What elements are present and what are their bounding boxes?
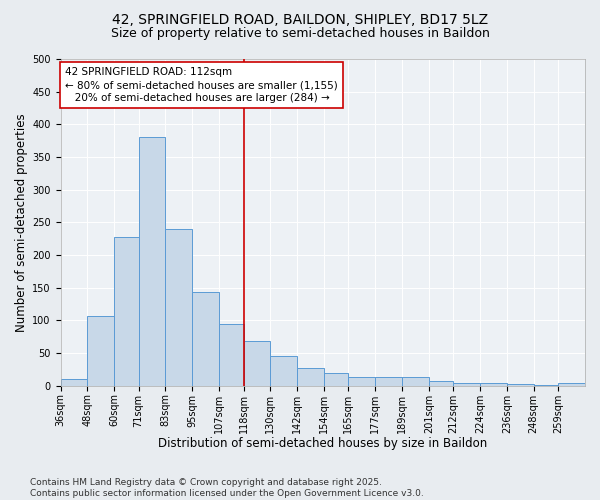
Text: 42, SPRINGFIELD ROAD, BAILDON, SHIPLEY, BD17 5LZ: 42, SPRINGFIELD ROAD, BAILDON, SHIPLEY, … [112,12,488,26]
Bar [61,380,87,386]
Bar [454,382,480,386]
Bar [87,316,114,386]
Bar [349,376,375,386]
Bar [271,356,297,386]
Bar [192,292,219,386]
Y-axis label: Number of semi-detached properties: Number of semi-detached properties [15,113,28,332]
Bar [297,368,324,386]
Bar [219,324,244,386]
Text: Contains HM Land Registry data © Crown copyright and database right 2025.
Contai: Contains HM Land Registry data © Crown c… [30,478,424,498]
Text: Size of property relative to semi-detached houses in Baildon: Size of property relative to semi-detach… [110,28,490,40]
Bar [429,381,454,386]
Bar [375,376,402,386]
Text: 42 SPRINGFIELD ROAD: 112sqm
← 80% of semi-detached houses are smaller (1,155)
  : 42 SPRINGFIELD ROAD: 112sqm ← 80% of sem… [65,67,338,103]
Bar [533,385,558,386]
Bar [324,372,349,386]
Bar [166,229,192,386]
Bar [480,382,507,386]
Bar [244,342,271,386]
X-axis label: Distribution of semi-detached houses by size in Baildon: Distribution of semi-detached houses by … [158,437,487,450]
Bar [507,384,533,386]
Bar [114,237,139,386]
Bar [139,138,166,386]
Bar [558,383,585,386]
Bar [402,376,429,386]
